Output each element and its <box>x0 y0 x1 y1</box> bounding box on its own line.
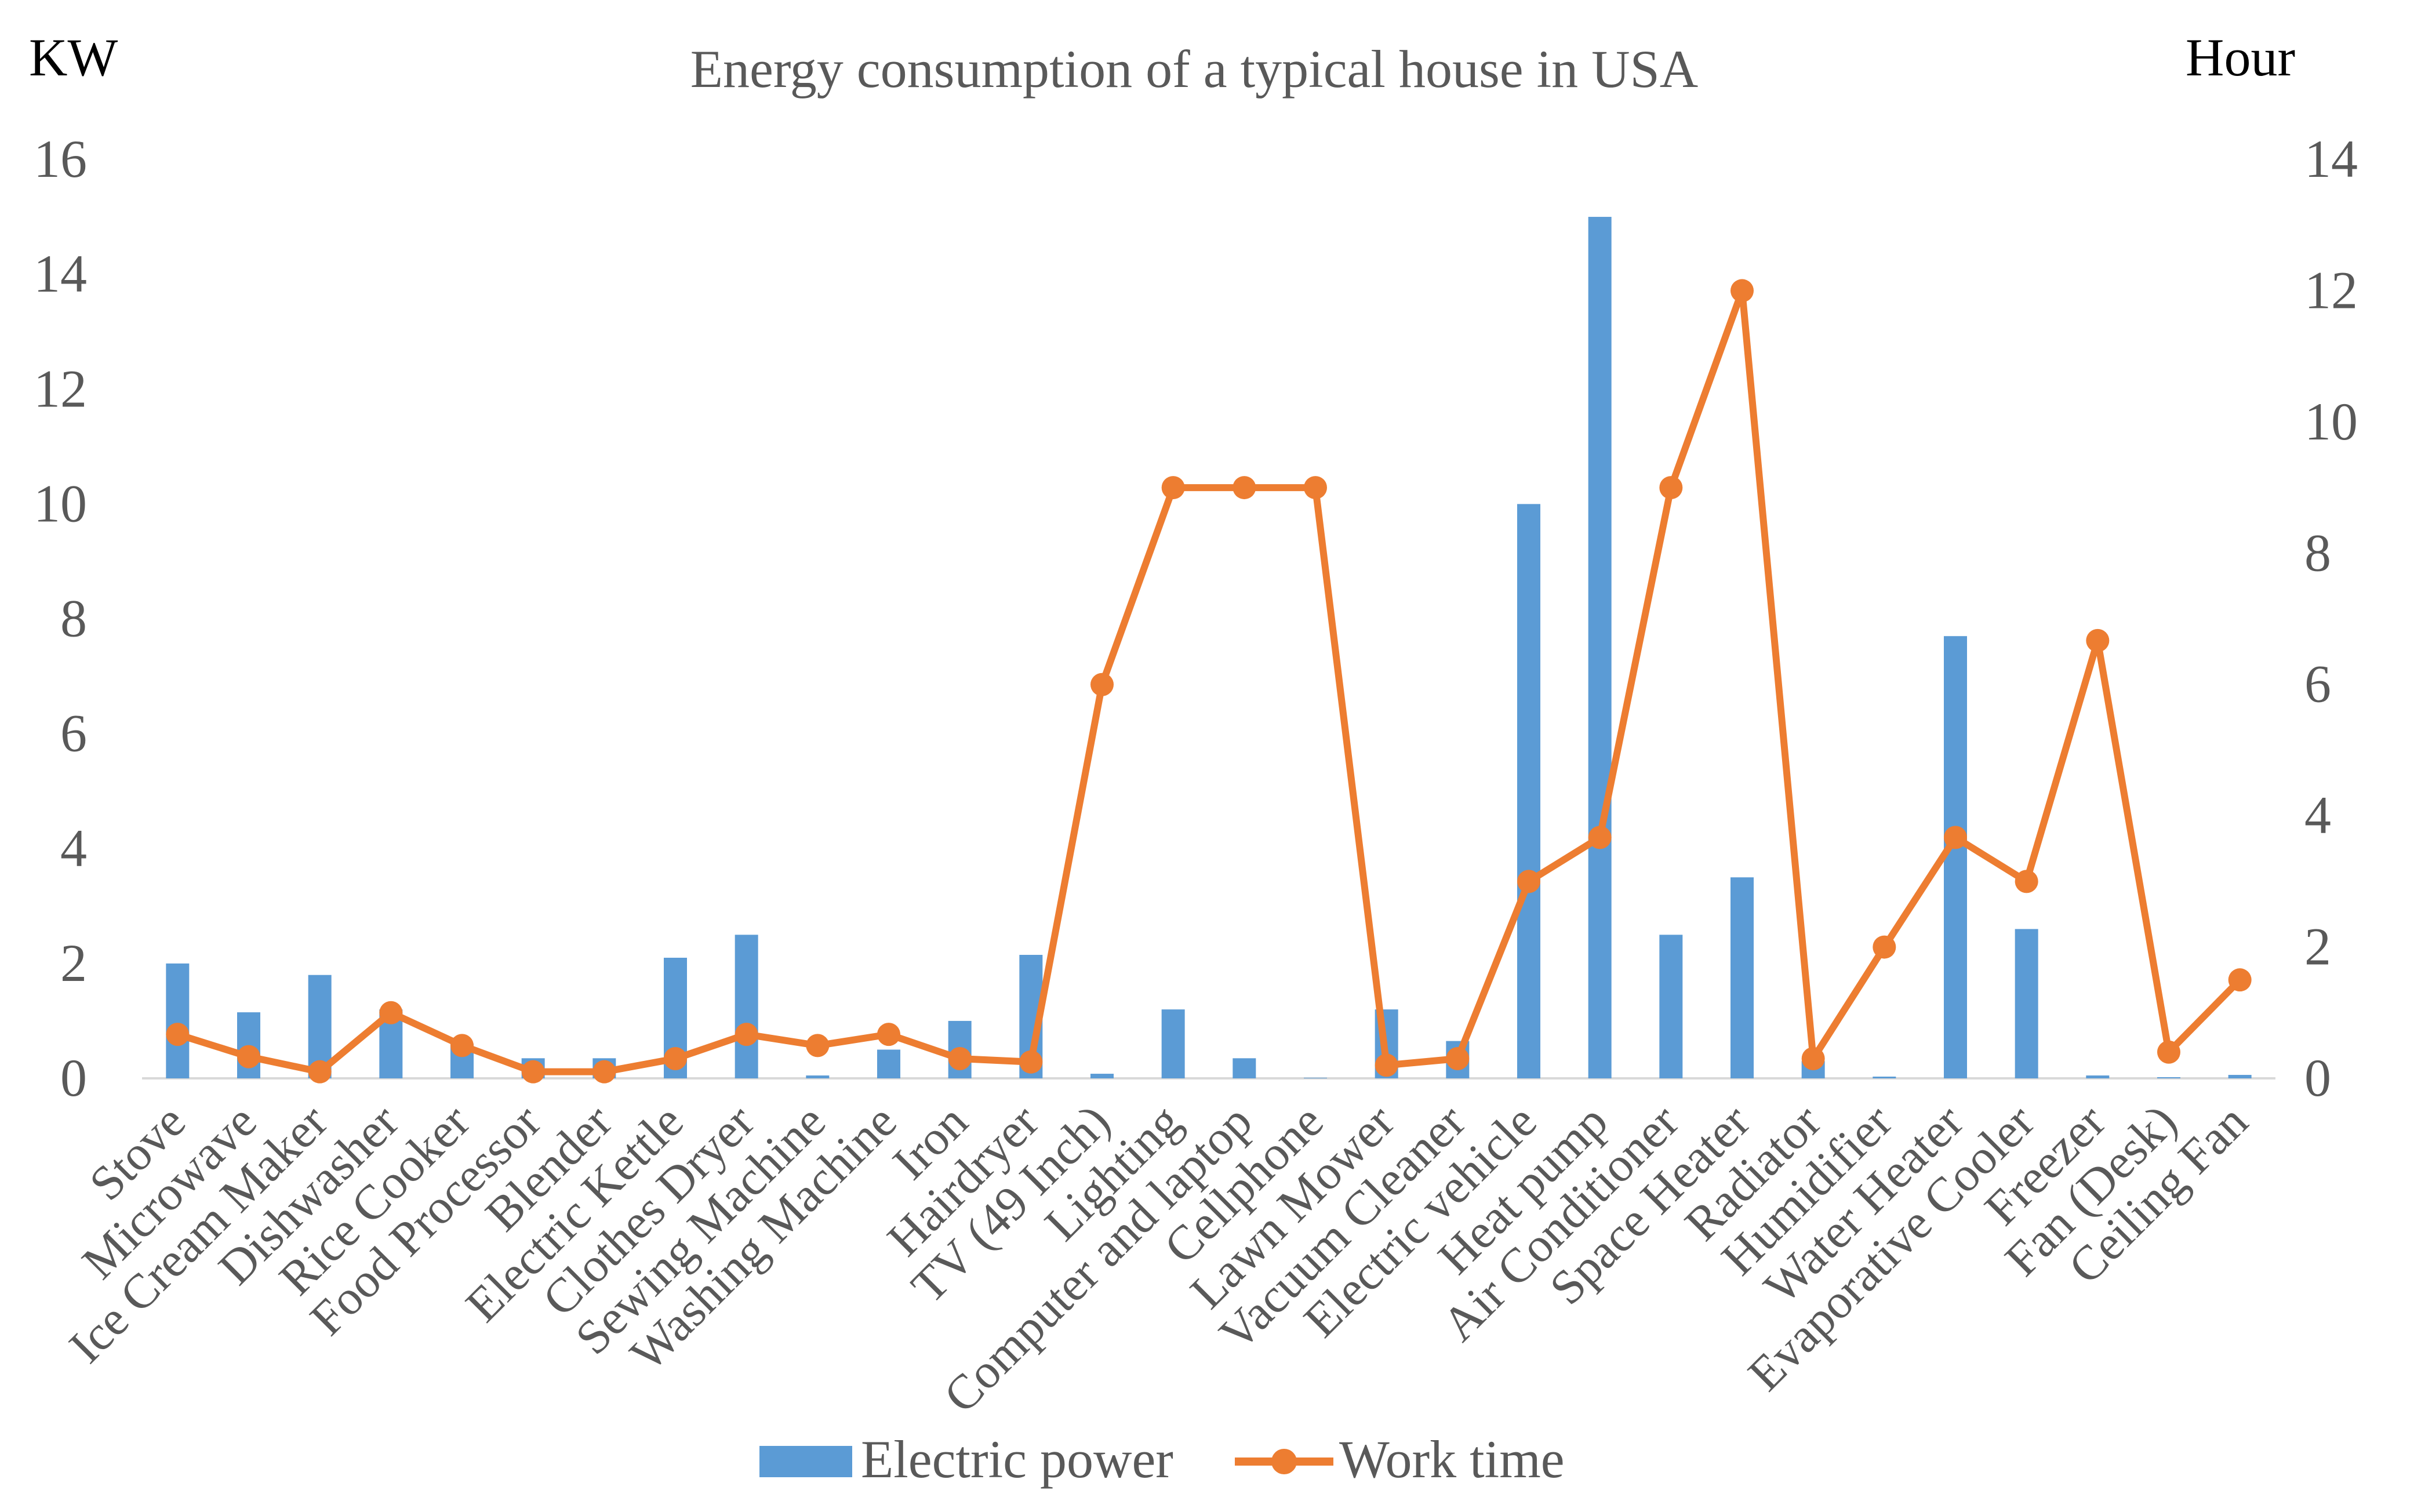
chart-title: Energy consumption of a typical house in… <box>690 39 1698 99</box>
legend-swatch-electric-power <box>759 1446 852 1477</box>
point-work-time <box>2015 870 2038 893</box>
y-right-tick-label: 8 <box>2304 523 2331 582</box>
y-left-tick-label: 0 <box>60 1048 87 1107</box>
point-work-time <box>877 1023 900 1046</box>
y-left-tick-label: 6 <box>60 704 87 763</box>
bar-electric-power <box>1090 1074 1114 1078</box>
line-work-time <box>176 287 2242 1075</box>
bar-electric-power <box>2086 1075 2110 1078</box>
y-right-tick-label: 6 <box>2304 655 2331 714</box>
y-left-tick-label: 8 <box>60 589 87 648</box>
point-work-time <box>664 1047 687 1071</box>
bar-electric-power <box>2157 1077 2180 1078</box>
y-left-tick-label: 2 <box>60 933 87 993</box>
y-left-tick-label: 10 <box>34 474 87 533</box>
electric-power-bars <box>166 217 2252 1079</box>
legend-label-electric-power: Electric power <box>861 1430 1173 1489</box>
point-work-time <box>1517 870 1540 893</box>
point-work-time <box>1730 279 1754 303</box>
point-work-time <box>308 1060 332 1084</box>
y-left-tick-label: 14 <box>34 244 87 303</box>
y-right-tick-label: 4 <box>2304 786 2331 845</box>
bar-electric-power <box>1588 217 1612 1078</box>
y-right-tick-label: 14 <box>2304 129 2358 188</box>
point-work-time <box>806 1034 830 1057</box>
bar-electric-power <box>806 1075 830 1078</box>
y-left-tick-label: 4 <box>60 819 87 878</box>
point-work-time <box>1375 1053 1398 1077</box>
axes: 0 2 4 6 8 10 12 14 16 0 2 4 6 8 10 12 14 <box>34 129 2358 1107</box>
point-work-time <box>1873 935 1896 959</box>
y-right-tick-label: 12 <box>2304 260 2358 319</box>
legend-marker-work-time <box>1271 1449 1297 1474</box>
y-right-tick-label: 10 <box>2304 392 2358 451</box>
point-work-time <box>948 1047 972 1071</box>
point-work-time <box>1161 476 1185 500</box>
point-work-time <box>1801 1047 1825 1071</box>
point-work-time <box>1446 1047 1470 1071</box>
bar-electric-power <box>1517 504 1540 1078</box>
y-right-axis-label: Hour <box>2186 28 2295 87</box>
y-left-tick-label: 12 <box>34 359 87 418</box>
point-work-time <box>2228 968 2252 992</box>
y-right-tick-label: 0 <box>2304 1048 2331 1107</box>
bar-electric-power <box>735 935 758 1078</box>
point-work-time <box>1233 476 1256 500</box>
point-work-time <box>1304 476 1327 500</box>
legend: Electric power Work time <box>759 1430 1565 1489</box>
bar-electric-power <box>166 963 190 1078</box>
bar-electric-power <box>877 1049 900 1078</box>
bar-electric-power <box>1944 636 1967 1078</box>
point-work-time <box>521 1060 545 1084</box>
work-time-line <box>166 279 2252 1084</box>
point-work-time <box>1944 826 1967 849</box>
point-work-time <box>166 1023 190 1046</box>
legend-label-work-time: Work time <box>1339 1430 1565 1489</box>
point-work-time <box>1019 1050 1043 1074</box>
y-left-tick-label: 16 <box>34 129 87 188</box>
bar-electric-power <box>2015 929 2038 1078</box>
point-work-time <box>1090 673 1114 696</box>
point-work-time <box>237 1045 260 1068</box>
point-work-time <box>1659 476 1683 500</box>
bar-electric-power <box>1233 1058 1256 1078</box>
bar-electric-power <box>2228 1075 2252 1078</box>
bar-electric-power <box>1161 1009 1185 1078</box>
y-right-tick-label: 2 <box>2304 917 2331 976</box>
bar-electric-power <box>1730 877 1754 1078</box>
point-work-time <box>379 1001 403 1024</box>
point-work-time <box>2157 1040 2180 1064</box>
bar-electric-power <box>1659 935 1683 1078</box>
point-work-time <box>2086 628 2110 652</box>
point-work-time <box>450 1034 474 1057</box>
point-work-time <box>1588 826 1612 849</box>
bar-electric-power <box>1873 1077 1896 1078</box>
point-work-time <box>735 1023 758 1046</box>
y-left-axis-label: KW <box>29 28 118 87</box>
point-work-time <box>592 1060 616 1084</box>
